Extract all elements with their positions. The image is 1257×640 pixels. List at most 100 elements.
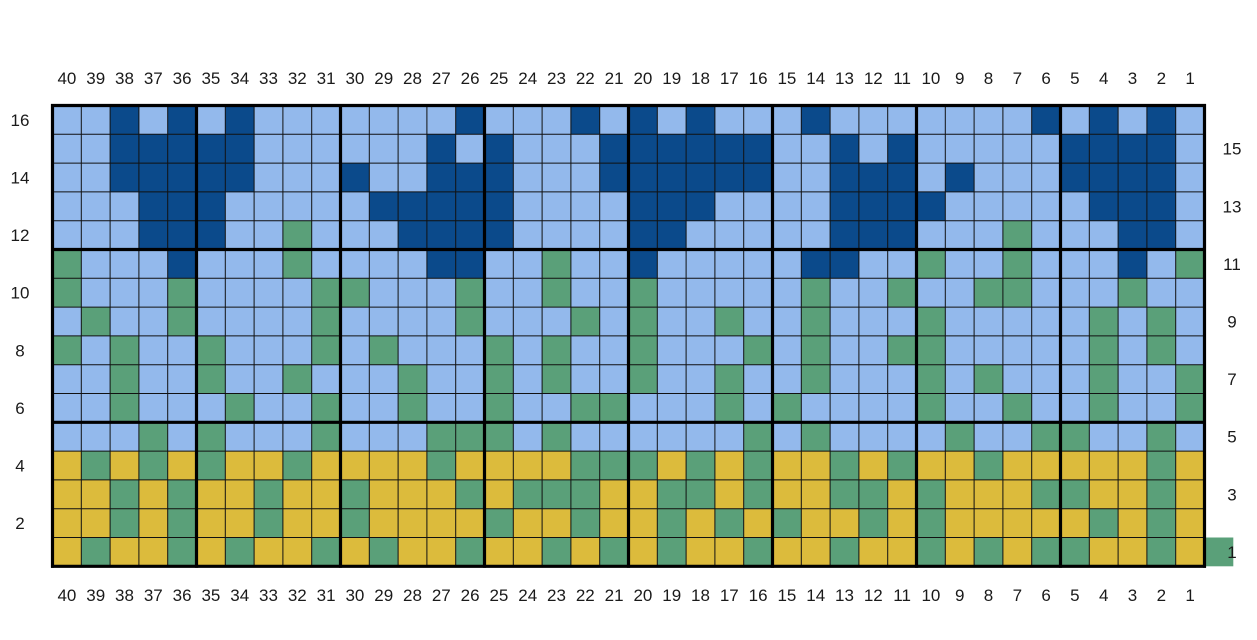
top-column-label: 19 bbox=[662, 69, 681, 88]
chart-cell bbox=[167, 335, 197, 365]
chart-cell bbox=[398, 479, 427, 509]
chart-cell bbox=[1175, 105, 1205, 135]
chart-cell bbox=[1060, 191, 1090, 221]
chart-cell bbox=[599, 335, 629, 365]
chart-cell bbox=[916, 335, 946, 365]
chart-cell bbox=[570, 249, 600, 279]
chart-cell bbox=[974, 134, 1003, 164]
bottom-column-label: 31 bbox=[317, 586, 336, 605]
chart-cell bbox=[887, 105, 917, 135]
top-column-label: 12 bbox=[864, 69, 883, 88]
chart-cell bbox=[570, 451, 600, 480]
chart-cell bbox=[1089, 249, 1119, 279]
chart-cell bbox=[1175, 220, 1205, 250]
chart-cell bbox=[110, 163, 139, 192]
top-column-label: 32 bbox=[288, 69, 307, 88]
chart-cell bbox=[311, 105, 341, 135]
chart-cell bbox=[398, 163, 427, 192]
chart-cell bbox=[1118, 163, 1147, 192]
bottom-column-label: 30 bbox=[345, 586, 364, 605]
chart-cell bbox=[1002, 278, 1032, 308]
chart-cell bbox=[167, 220, 197, 250]
chart-cell bbox=[542, 393, 571, 423]
chart-cell bbox=[254, 508, 283, 538]
chart-cell bbox=[1002, 134, 1032, 164]
left-row-label: 2 bbox=[15, 514, 24, 533]
chart-cell bbox=[1031, 163, 1061, 192]
chart-cell bbox=[801, 479, 831, 509]
top-column-label: 4 bbox=[1099, 69, 1108, 88]
chart-cell bbox=[714, 278, 744, 308]
bottom-column-label: 26 bbox=[461, 586, 480, 605]
chart-cell bbox=[1002, 479, 1032, 509]
chart-cell bbox=[743, 163, 773, 192]
chart-cell bbox=[686, 422, 715, 452]
chart-cell bbox=[196, 191, 226, 221]
chart-cell bbox=[657, 364, 687, 394]
chart-cell bbox=[225, 537, 255, 567]
chart-cell bbox=[138, 451, 168, 480]
top-column-label: 36 bbox=[173, 69, 192, 88]
chart-cell bbox=[858, 220, 888, 250]
chart-cell bbox=[916, 191, 946, 221]
chart-cell bbox=[513, 335, 543, 365]
chart-cell bbox=[945, 134, 975, 164]
chart-cell bbox=[426, 537, 456, 567]
chart-cell bbox=[426, 163, 456, 192]
chart-cell bbox=[1002, 105, 1032, 135]
chart-cell bbox=[484, 249, 514, 279]
chart-cell bbox=[916, 451, 946, 480]
chart-cell bbox=[110, 479, 139, 509]
chart-cell bbox=[1031, 220, 1061, 250]
chart-cell bbox=[801, 364, 831, 394]
chart-cell bbox=[1060, 393, 1090, 423]
chart-cell bbox=[686, 278, 715, 308]
chart-cell bbox=[1060, 307, 1090, 336]
chart-cell bbox=[1089, 220, 1119, 250]
chart-cell bbox=[513, 220, 543, 250]
chart-cell bbox=[1175, 249, 1205, 279]
chart-cell bbox=[686, 479, 715, 509]
chart-cell bbox=[1146, 249, 1176, 279]
chart-cell bbox=[311, 479, 341, 509]
chart-cell bbox=[570, 508, 600, 538]
chart-cell bbox=[599, 134, 629, 164]
chart-cell bbox=[858, 537, 888, 567]
chart-cells bbox=[52, 105, 1234, 567]
chart-cell bbox=[570, 163, 600, 192]
chart-cell bbox=[916, 393, 946, 423]
bottom-column-label: 12 bbox=[864, 586, 883, 605]
chart-cell bbox=[340, 479, 370, 509]
chart-cell bbox=[974, 479, 1003, 509]
chart-cell bbox=[974, 278, 1003, 308]
chart-cell bbox=[945, 335, 975, 365]
chart-cell bbox=[52, 163, 82, 192]
chart-cell bbox=[167, 479, 197, 509]
top-column-label: 2 bbox=[1157, 69, 1166, 88]
chart-cell bbox=[570, 335, 600, 365]
chart-cell bbox=[426, 307, 456, 336]
chart-cell bbox=[542, 479, 571, 509]
chart-cell bbox=[1002, 508, 1032, 538]
chart-cell bbox=[714, 422, 744, 452]
top-column-label: 15 bbox=[777, 69, 796, 88]
chart-cell bbox=[599, 105, 629, 135]
chart-cell bbox=[398, 134, 427, 164]
chart-cell bbox=[138, 508, 168, 538]
chart-cell bbox=[772, 307, 802, 336]
chart-cell bbox=[1146, 307, 1176, 336]
chart-cell bbox=[81, 422, 111, 452]
chart-cell bbox=[1146, 335, 1176, 365]
chart-cell bbox=[340, 393, 370, 423]
chart-cell bbox=[311, 191, 341, 221]
chart-cell bbox=[570, 134, 600, 164]
chart-cell bbox=[714, 163, 744, 192]
chart-cell bbox=[52, 422, 82, 452]
chart-cell bbox=[599, 307, 629, 336]
chart-cell bbox=[916, 508, 946, 538]
chart-cell bbox=[81, 249, 111, 279]
chart-cell bbox=[52, 307, 82, 336]
chart-cell bbox=[81, 278, 111, 308]
chart-cell bbox=[599, 191, 629, 221]
